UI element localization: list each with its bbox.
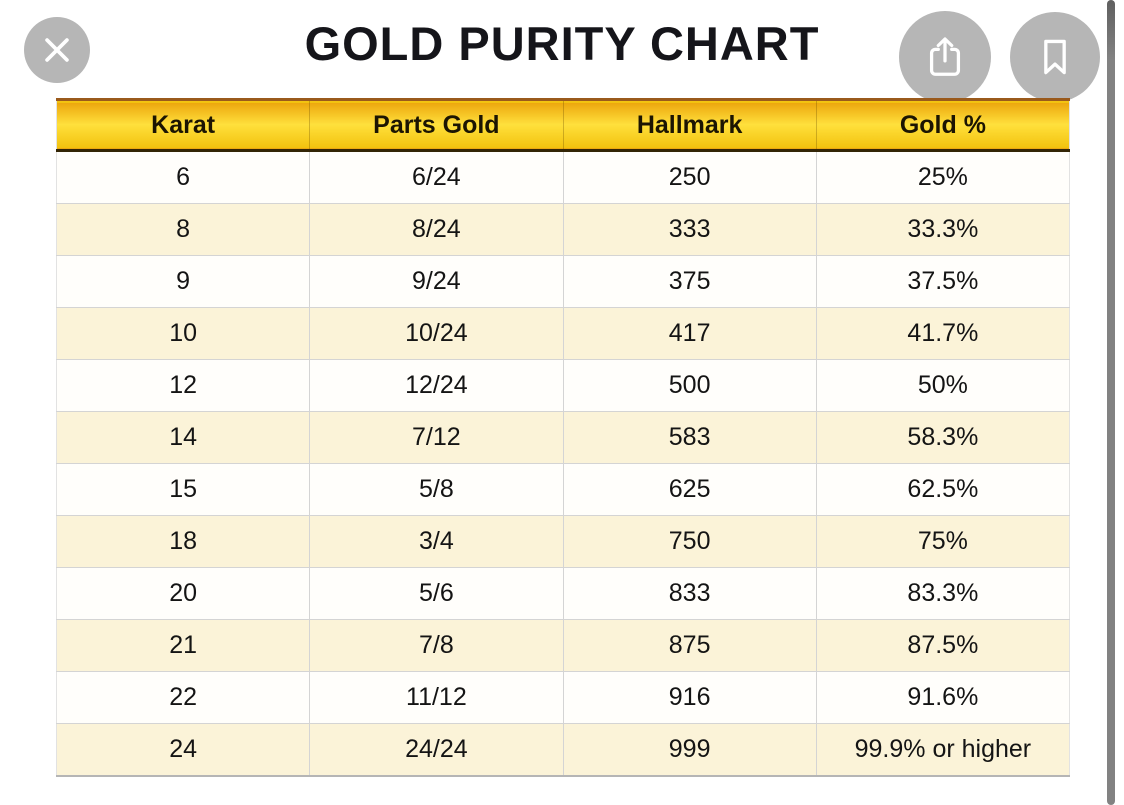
- cell-parts-gold: 11/12: [309, 671, 563, 724]
- table-row: 6 6/24 250 25%: [56, 150, 1070, 204]
- cell-parts-gold: 7/12: [309, 411, 563, 464]
- cell-karat: 24: [169, 735, 198, 763]
- cell-hallmark: 375: [562, 255, 817, 308]
- cell-hallmark: 500: [562, 359, 817, 412]
- cell-hallmark: 833: [562, 567, 817, 620]
- cell-parts-gold: 6/24: [309, 150, 563, 204]
- gold-purity-table: Karat Parts Gold Hallmark Gold % 6 6/24 …: [56, 98, 1070, 777]
- table-row: 24 24/24 999 99.9% or higher: [56, 723, 1070, 776]
- cell-gold-pct: 83.3%: [815, 567, 1070, 620]
- cell-parts-gold: 5/6: [309, 567, 563, 620]
- table-row: 20 5/6 833 83.3%: [56, 567, 1070, 620]
- table-row: 14 7/12 583 58.3%: [56, 411, 1070, 464]
- cell-karat: 14: [169, 423, 198, 451]
- cell-gold-pct: 62.5%: [815, 463, 1070, 516]
- cell-hallmark: 583: [562, 411, 817, 464]
- cell-karat: 21: [169, 631, 198, 659]
- table-row: 22 11/12 916 91.6%: [56, 671, 1070, 724]
- cell-parts-gold: 24/24: [309, 723, 563, 776]
- cell-gold-pct: 99.9% or higher: [815, 723, 1070, 776]
- cell-hallmark: 417: [562, 307, 817, 360]
- cell-gold-pct: 50%: [815, 359, 1070, 412]
- cell-gold-pct: 25%: [815, 150, 1070, 204]
- share-icon: [922, 34, 968, 80]
- cell-karat: 8: [176, 215, 191, 243]
- cell-karat: 15: [169, 475, 198, 503]
- page-title: GOLD PURITY CHART: [304, 17, 820, 70]
- cell-parts-gold: 12/24: [309, 359, 563, 412]
- cell-karat: 6: [176, 163, 191, 191]
- cell-gold-pct: 75%: [815, 515, 1070, 568]
- cell-karat: 20: [169, 579, 198, 607]
- column-header-gold-pct: Gold %: [815, 99, 1070, 151]
- cell-gold-pct: 41.7%: [815, 307, 1070, 360]
- column-header-hallmark: Hallmark: [562, 99, 817, 151]
- cell-hallmark: 250: [562, 150, 817, 204]
- table-row: 12 12/24 500 50%: [56, 359, 1070, 412]
- cell-gold-pct: 37.5%: [815, 255, 1070, 308]
- table-body: 6 6/24 250 25% 8 8/24 333 33.3% 9 9/24 3…: [56, 150, 1070, 776]
- cell-parts-gold: 10/24: [309, 307, 563, 360]
- close-icon: [40, 33, 74, 67]
- bookmark-icon: [1033, 35, 1077, 79]
- scrollbar-thumb[interactable]: [1107, 0, 1115, 805]
- cell-gold-pct: 87.5%: [815, 619, 1070, 672]
- table-row: 15 5/8 625 62.5%: [56, 463, 1070, 516]
- cell-karat: 18: [169, 527, 198, 555]
- cell-gold-pct: 58.3%: [815, 411, 1070, 464]
- table-row: 21 7/8 875 87.5%: [56, 619, 1070, 672]
- cell-gold-pct: 33.3%: [815, 203, 1070, 256]
- cell-karat: 12: [169, 371, 198, 399]
- close-button[interactable]: [24, 17, 90, 83]
- cell-parts-gold: 5/8: [309, 463, 563, 516]
- table-row: 18 3/4 750 75%: [56, 515, 1070, 568]
- table-row: 8 8/24 333 33.3%: [56, 203, 1070, 256]
- table-row: 9 9/24 375 37.5%: [56, 255, 1070, 308]
- table-header-row: Karat Parts Gold Hallmark Gold %: [56, 99, 1070, 151]
- cell-parts-gold: 9/24: [309, 255, 563, 308]
- cell-karat: 10: [169, 319, 198, 347]
- cell-parts-gold: 7/8: [309, 619, 563, 672]
- cell-karat: 22: [169, 683, 198, 711]
- cell-karat: 9: [176, 267, 191, 295]
- table-row: 10 10/24 417 41.7%: [56, 307, 1070, 360]
- column-header-parts-gold: Parts Gold: [309, 99, 563, 151]
- cell-parts-gold: 3/4: [309, 515, 563, 568]
- cell-parts-gold: 8/24: [309, 203, 563, 256]
- cell-hallmark: 750: [562, 515, 817, 568]
- bookmark-button[interactable]: [1010, 12, 1100, 102]
- cell-hallmark: 916: [562, 671, 817, 724]
- cell-hallmark: 999: [562, 723, 817, 776]
- cell-hallmark: 333: [562, 203, 817, 256]
- column-header-karat: Karat: [151, 110, 216, 139]
- cell-gold-pct: 91.6%: [815, 671, 1070, 724]
- cell-hallmark: 625: [562, 463, 817, 516]
- cell-hallmark: 875: [562, 619, 817, 672]
- share-button[interactable]: [899, 11, 991, 103]
